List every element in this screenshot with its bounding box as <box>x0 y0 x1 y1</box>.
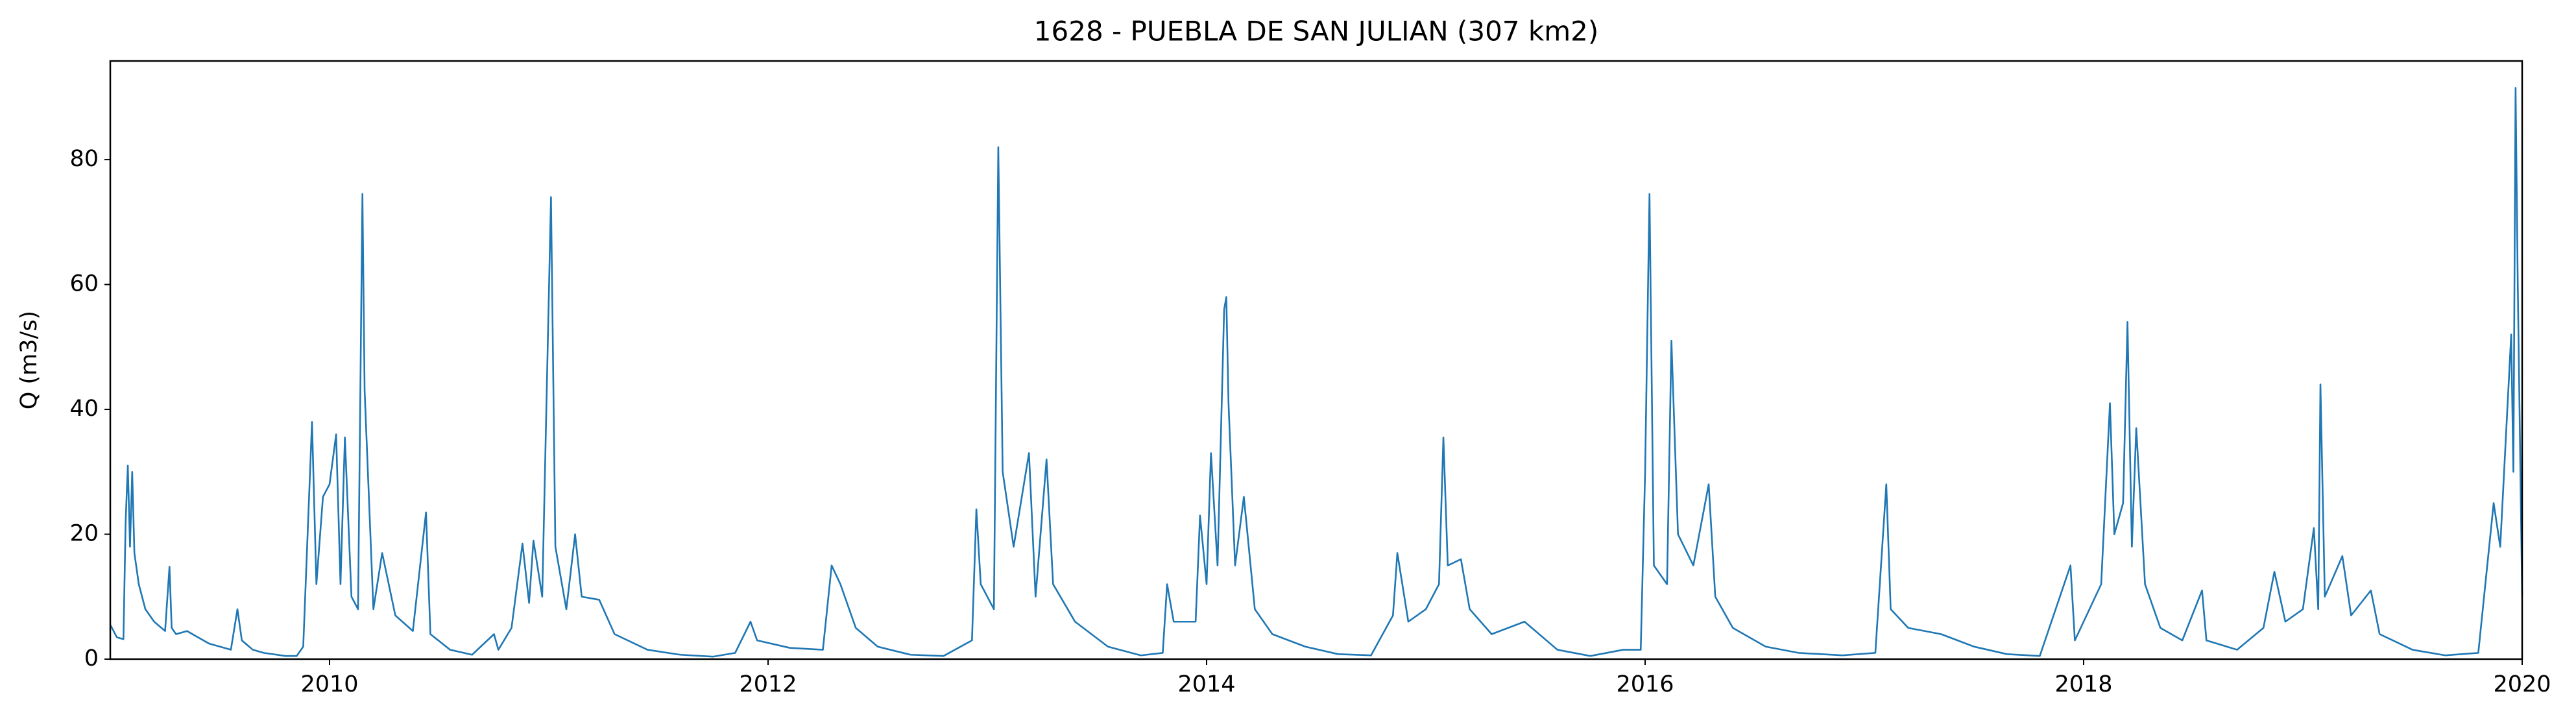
x-tick-label: 2016 <box>1616 671 1674 697</box>
y-tick-label: 0 <box>84 646 99 671</box>
y-tick-label: 80 <box>69 146 99 172</box>
plot-frame <box>109 60 2523 660</box>
x-tick-label: 2010 <box>300 671 358 697</box>
data-line <box>109 87 2523 658</box>
y-tick-label: 60 <box>69 271 99 297</box>
x-tick-label: 2012 <box>739 671 797 697</box>
chart-title: 1628 - PUEBLA DE SAN JULIAN (307 km2) <box>1034 16 1598 47</box>
y-tick-label: 40 <box>69 396 99 422</box>
y-tick-label: 20 <box>69 521 99 547</box>
x-tick-label: 2018 <box>2054 671 2112 697</box>
y-axis-label: Q (m3/s) <box>16 311 42 409</box>
x-tick-label: 2014 <box>1177 671 1235 697</box>
x-tick-label: 2020 <box>2493 671 2551 697</box>
